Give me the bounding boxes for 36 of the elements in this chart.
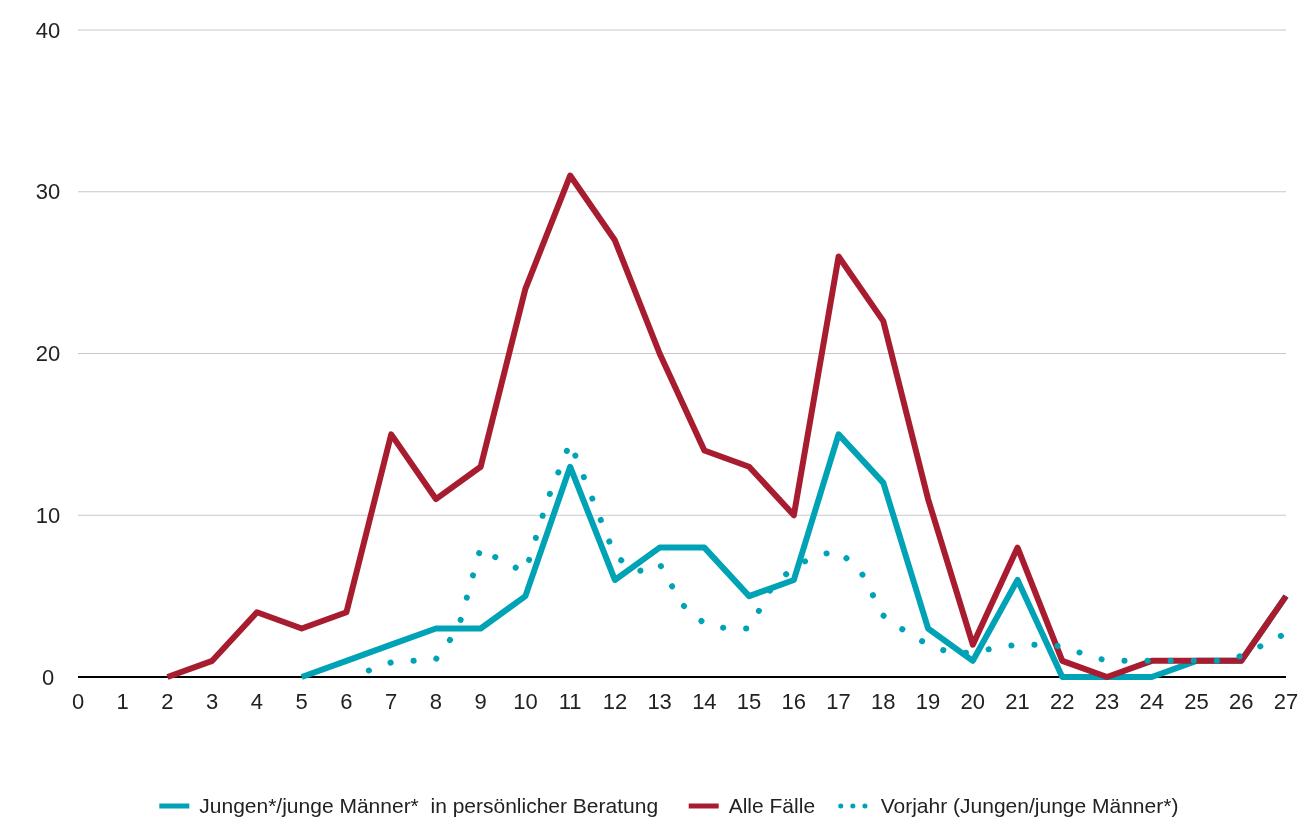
x-tick-label: 4 [250, 689, 264, 714]
x-tick-label: 11 [558, 689, 582, 714]
x-tick-label: 26 [1229, 689, 1254, 714]
x-tick-label: 8 [429, 689, 443, 714]
x-tick-label: 17 [826, 689, 851, 714]
x-tick-label: 18 [871, 689, 896, 714]
legend-label: Jungen*/junge Männer* in persönlicher Beratung [199, 794, 659, 817]
x-tick-label: 9 [474, 689, 487, 714]
y-tick-label: 0 [41, 664, 55, 690]
x-tick-label: 22 [1050, 689, 1075, 714]
x-tick-label: 23 [1094, 689, 1120, 714]
x-tick-label: 10 [513, 689, 538, 714]
x-tick-label: 21 [1005, 689, 1030, 714]
x-tick-label: 20 [960, 689, 986, 714]
x-tick-label: 13 [647, 689, 672, 714]
x-tick-label: 16 [781, 689, 807, 714]
x-tick-label: 1 [116, 689, 129, 714]
x-tick-label: 15 [736, 689, 762, 714]
legend-label: Vorjahr (Jungen/junge Männer*) [880, 794, 1179, 817]
x-tick-label: 12 [602, 689, 628, 714]
x-tick-label: 6 [340, 689, 353, 714]
x-tick-label: 0 [71, 689, 85, 714]
y-tick-label: 30 [35, 179, 61, 205]
x-tick-label: 5 [295, 689, 308, 714]
x-tick-label: 27 [1273, 689, 1299, 714]
x-tick-label: 25 [1184, 689, 1209, 714]
x-tick-label: 24 [1139, 689, 1165, 714]
legend-label: Alle Fälle [728, 794, 816, 817]
y-tick-label: 20 [35, 341, 61, 367]
x-tick-label: 7 [385, 689, 398, 714]
y-tick-label: 40 [35, 17, 61, 43]
x-tick-label: 19 [915, 689, 941, 714]
y-tick-label: 10 [35, 502, 61, 528]
x-tick-label: 2 [161, 689, 174, 714]
x-tick-label: 3 [206, 689, 219, 714]
x-tick-label: 14 [692, 689, 717, 714]
